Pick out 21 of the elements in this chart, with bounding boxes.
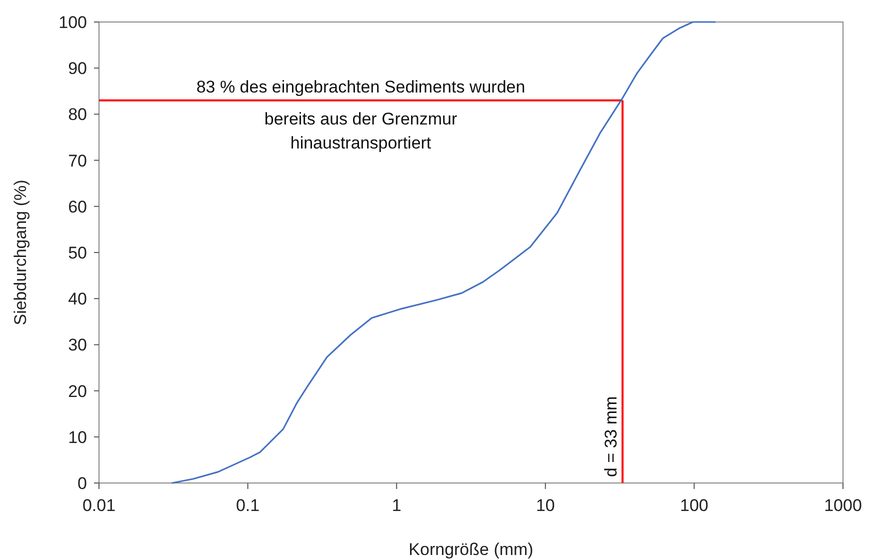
y-tick-label: 80 xyxy=(68,105,87,124)
y-tick-label: 100 xyxy=(58,12,87,32)
ref-line-label: d = 33 mm xyxy=(602,396,621,477)
x-tick-label: 10 xyxy=(536,496,555,515)
y-tick-label: 20 xyxy=(68,382,87,401)
y-tick-label: 50 xyxy=(68,243,87,262)
x-tick-label: 0.1 xyxy=(236,496,260,515)
x-tick-label: 1 xyxy=(392,496,402,515)
x-tick-label: 1000 xyxy=(824,496,862,515)
ref-line-label: 83 % des eingebrachten Sediments wurden bereits aus der Grenzmur hinaustransportiert xyxy=(196,77,526,152)
x-axis-title: Korngröße (mm) xyxy=(408,540,534,559)
y-tick-label: 0 xyxy=(78,474,87,493)
x-tick-label: 100 xyxy=(680,496,708,515)
y-tick-label: 60 xyxy=(68,197,87,216)
y-axis-title: Siebdurchgang (%) xyxy=(11,180,30,326)
y-tick-label: 10 xyxy=(68,428,87,447)
x-tick-label: 0.01 xyxy=(82,496,116,515)
y-tick-label: 90 xyxy=(68,59,87,78)
y-tick-label: 40 xyxy=(68,290,87,309)
y-tick-label: 30 xyxy=(68,336,87,355)
y-tick-label: 70 xyxy=(68,151,87,170)
